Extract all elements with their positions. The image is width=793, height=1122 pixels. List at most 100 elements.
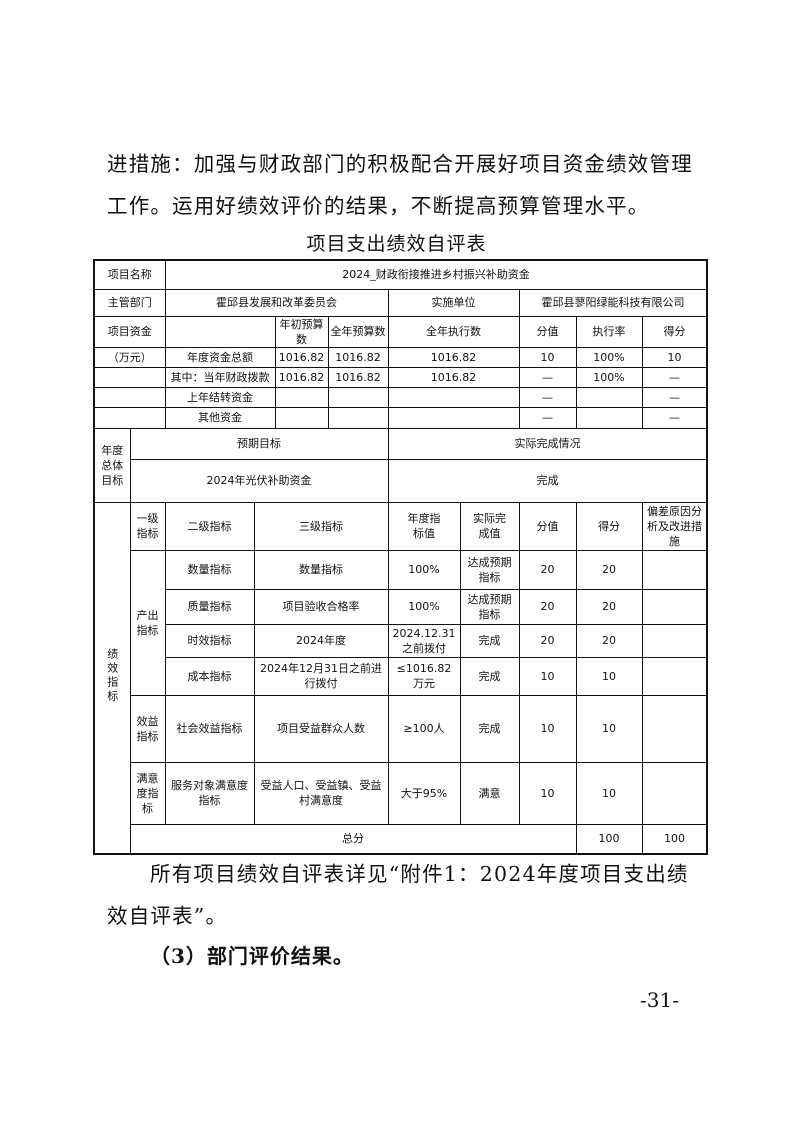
level3: 2024年12月31日之前进行拨付 [253, 656, 389, 696]
table-row: 时效指标 2024年度 2024.12.31之前拨付 完成 20 20 [94, 623, 708, 658]
funds-row-label: 其他资金 [164, 406, 276, 429]
header-level3: 三级指标 [253, 501, 389, 551]
level2: 成本指标 [164, 656, 255, 696]
funds-row-label: 上年结转资金 [164, 386, 276, 408]
expected-label: 预期目标 [129, 427, 389, 460]
actual: 达成预期指标 [459, 588, 520, 625]
table-row: 其中：当年财政拨款 1016.82 1016.82 1016.82 — 100%… [93, 366, 708, 388]
table-row: 其他资金 — — [93, 406, 708, 429]
note [641, 623, 708, 658]
total-weight: 100 [575, 823, 643, 855]
level2: 质量指标 [164, 588, 255, 625]
score-value: — [641, 406, 708, 429]
actual: 达成预期指标 [459, 549, 520, 590]
performance-self-evaluation-table: 项目名称 2024_财政衔接推进乡村振兴补助资金 主管部门 霍邱县发展和改革委员… [93, 259, 709, 855]
level3: 受益人口、受益镇、受益村满意度 [253, 761, 389, 825]
weight: 10 [518, 694, 577, 763]
header-target: 年度指标值 [387, 501, 461, 551]
executed-value: 1016.82 [387, 346, 520, 368]
annual-value [327, 386, 389, 408]
level2: 数量指标 [164, 549, 255, 590]
funds-unit: （万元） [93, 346, 166, 368]
initial-value [274, 386, 329, 408]
header-weight: 分值 [518, 501, 577, 551]
blank-cell [93, 366, 166, 388]
table-row: 主管部门 霍邱县发展和改革委员会 实施单位 霍邱县蓼阳绿能科技有限公司 [93, 288, 708, 317]
dept-label: 主管部门 [93, 288, 166, 317]
score: 10 [575, 656, 643, 696]
actual: 完成 [459, 656, 520, 696]
level3: 2024年度 [253, 623, 389, 658]
table-row: 项目名称 2024_财政衔接推进乡村振兴补助资金 [93, 259, 708, 290]
rate-value [575, 406, 643, 429]
annual-value: 1016.82 [327, 346, 389, 368]
weight: 20 [518, 588, 577, 625]
score: 20 [575, 588, 643, 625]
project-name: 2024_财政衔接推进乡村振兴补助资金 [164, 259, 708, 290]
perf-label: 绩效指标 [93, 501, 131, 855]
target: 2024.12.31之前拨付 [387, 623, 461, 658]
score-value: 10 [641, 346, 708, 368]
executed-value [387, 406, 520, 429]
annual-value [327, 406, 389, 429]
blank-cell [164, 315, 276, 348]
header-executed: 全年执行数 [387, 315, 520, 348]
rate-value: 100% [575, 346, 643, 368]
table-row: 成本指标 2024年12月31日之前进行拨付 ≤1016.82万元 完成 10 … [94, 656, 708, 696]
note [641, 549, 708, 590]
page-number: -31- [640, 988, 679, 1012]
annual-value: 1016.82 [327, 366, 389, 388]
impl-label: 实施单位 [387, 288, 520, 317]
level1-label: 产出指标 [129, 549, 166, 696]
initial-value: 1016.82 [274, 366, 329, 388]
header-note: 偏差原因分析及改进措施 [641, 501, 708, 551]
target: 大于95% [387, 761, 461, 825]
note [641, 761, 708, 825]
goal-label: 年度总体目标 [93, 427, 131, 503]
target: ≤1016.82万元 [387, 656, 461, 696]
level2: 社会效益指标 [164, 694, 255, 763]
table-row: 总分 100 100 [94, 823, 708, 855]
table-row: 绩效指标 一级指标 二级指标 三级指标 年度指标值 实际完成值 分值 得分 偏差… [93, 501, 708, 855]
closing-paragraph: 所有项目绩效自评表详见“附件1：2024年度项目支出绩效自评表”。 [107, 862, 689, 928]
expected-goal: 2024年光伏补助资金 [129, 458, 389, 503]
project-name-label: 项目名称 [93, 259, 166, 290]
section-heading: （3）部门评价结果。 [150, 944, 354, 968]
blank-cell [93, 406, 166, 429]
weight: 10 [518, 656, 577, 696]
target: 100% [387, 588, 461, 625]
weight-value: — [518, 386, 577, 408]
weight-value: — [518, 406, 577, 429]
score: 20 [575, 623, 643, 658]
score: 10 [575, 694, 643, 763]
initial-value [274, 406, 329, 429]
actual-label: 实际完成情况 [387, 427, 708, 460]
header-weight: 分值 [518, 315, 577, 348]
actual: 完成 [459, 694, 520, 763]
level1-label: 满意度指标 [129, 761, 166, 825]
table-row: 上年结转资金 — — [93, 386, 708, 408]
funds-row-label: 年度资金总额 [164, 346, 276, 368]
table-title: 项目支出绩效自评表 [306, 233, 487, 255]
table-row: 效益指标 社会效益指标 项目受益群众人数 ≥100人 完成 10 10 [94, 694, 708, 763]
header-score: 得分 [575, 501, 643, 551]
table-row: 产出指标 数量指标 数量指标 100% 达成预期指标 20 20 [94, 549, 708, 696]
level3: 项目受益群众人数 [253, 694, 389, 763]
executed-value [387, 386, 520, 408]
header-level1: 一级指标 [129, 501, 166, 551]
initial-value: 1016.82 [274, 346, 329, 368]
total-label: 总分 [129, 823, 577, 855]
funds-label: 项目资金 [93, 315, 166, 348]
header-annual: 全年预算数 [327, 315, 389, 348]
rate-value: 100% [575, 366, 643, 388]
table-row: 年度总体目标 预期目标 实际完成情况 [93, 427, 708, 503]
header-level2: 二级指标 [164, 501, 255, 551]
score: 20 [575, 549, 643, 590]
level2: 时效指标 [164, 623, 255, 658]
note [641, 656, 708, 696]
target: 100% [387, 549, 461, 590]
level3: 项目验收合格率 [253, 588, 389, 625]
dept: 霍邱县发展和改革委员会 [164, 288, 389, 317]
level3: 数量指标 [253, 549, 389, 590]
perf-label-text: 绩效指标 [105, 647, 119, 704]
